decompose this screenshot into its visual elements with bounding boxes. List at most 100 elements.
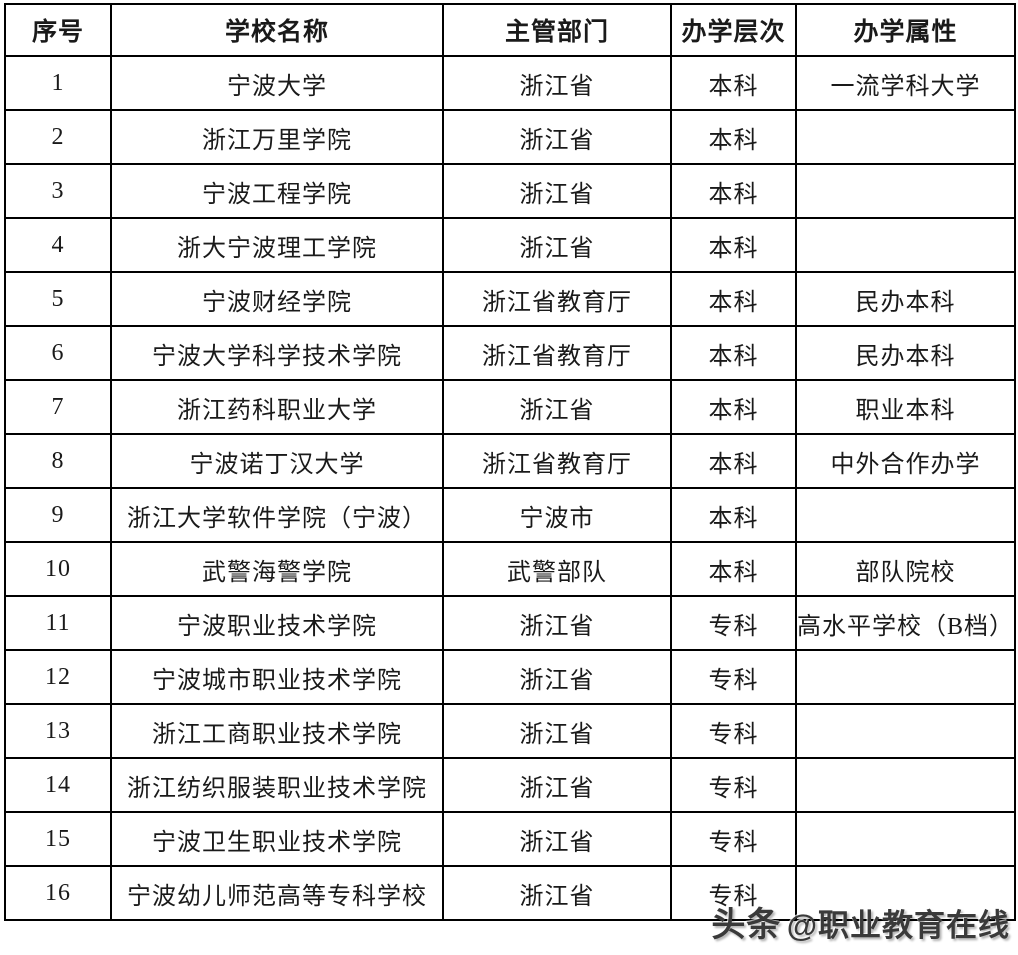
- table-row: 14 浙江纺织服装职业技术学院 浙江省 专科: [4, 757, 1016, 813]
- cell-attribute: 民办本科: [795, 325, 1016, 381]
- cell-department: 浙江省: [442, 811, 672, 867]
- cell-level: 本科: [670, 379, 797, 435]
- school-table: 序号 学校名称 主管部门 办学层次 办学属性 1 宁波大学 浙江省 本科 一流学…: [4, 3, 1016, 921]
- cell-department: 浙江省: [442, 217, 672, 273]
- cell-attribute: [795, 811, 1016, 867]
- cell-index: 8: [4, 433, 112, 489]
- cell-level: 本科: [670, 325, 797, 381]
- cell-school-name: 宁波城市职业技术学院: [110, 649, 444, 705]
- cell-attribute: [795, 703, 1016, 759]
- cell-index: 15: [4, 811, 112, 867]
- table-row: 7 浙江药科职业大学 浙江省 本科 职业本科: [4, 379, 1016, 435]
- cell-school-name: 浙江万里学院: [110, 109, 444, 165]
- cell-school-name: 宁波财经学院: [110, 271, 444, 327]
- cell-attribute: 高水平学校（B档）: [795, 595, 1016, 651]
- watermark-brand-text: 头条: [711, 906, 782, 944]
- cell-level: 专科: [670, 811, 797, 867]
- cell-index: 13: [4, 703, 112, 759]
- cell-department: 浙江省: [442, 379, 672, 435]
- cell-school-name: 宁波幼儿师范高等专科学校: [110, 865, 444, 921]
- cell-level: 专科: [670, 757, 797, 813]
- table-row: 8 宁波诺丁汉大学 浙江省教育厅 本科 中外合作办学: [4, 433, 1016, 489]
- cell-level: 专科: [670, 649, 797, 705]
- cell-attribute: 中外合作办学: [795, 433, 1016, 489]
- cell-school-name: 浙江工商职业技术学院: [110, 703, 444, 759]
- cell-attribute: [795, 109, 1016, 165]
- cell-school-name: 宁波卫生职业技术学院: [110, 811, 444, 867]
- cell-index: 14: [4, 757, 112, 813]
- cell-level: 本科: [670, 487, 797, 543]
- cell-attribute: [795, 865, 1016, 921]
- cell-index: 1: [4, 55, 112, 111]
- header-cell-index: 序号: [4, 3, 112, 57]
- cell-school-name: 浙大宁波理工学院: [110, 217, 444, 273]
- cell-school-name: 浙江大学软件学院（宁波）: [110, 487, 444, 543]
- cell-level: 专科: [670, 703, 797, 759]
- cell-school-name: 宁波职业技术学院: [110, 595, 444, 651]
- cell-school-name: 宁波大学科学技术学院: [110, 325, 444, 381]
- cell-school-name: 宁波工程学院: [110, 163, 444, 219]
- cell-attribute: [795, 217, 1016, 273]
- cell-attribute: 部队院校: [795, 541, 1016, 597]
- table-row: 3 宁波工程学院 浙江省 本科: [4, 163, 1016, 219]
- table-row: 1 宁波大学 浙江省 本科 一流学科大学: [4, 55, 1016, 111]
- cell-index: 9: [4, 487, 112, 543]
- table-row: 15 宁波卫生职业技术学院 浙江省 专科: [4, 811, 1016, 867]
- cell-level: 本科: [670, 541, 797, 597]
- header-row: 序号 学校名称 主管部门 办学层次 办学属性: [4, 3, 1016, 57]
- cell-index: 6: [4, 325, 112, 381]
- cell-index: 5: [4, 271, 112, 327]
- header-cell-attribute: 办学属性: [795, 3, 1016, 57]
- cell-attribute: [795, 649, 1016, 705]
- cell-department: 武警部队: [442, 541, 672, 597]
- table-row: 16 宁波幼儿师范高等专科学校 浙江省 专科: [4, 865, 1016, 921]
- cell-index: 7: [4, 379, 112, 435]
- cell-index: 16: [4, 865, 112, 921]
- cell-level: 本科: [670, 163, 797, 219]
- cell-attribute: 民办本科: [795, 271, 1016, 327]
- cell-level: 本科: [670, 217, 797, 273]
- cell-department: 浙江省教育厅: [442, 433, 672, 489]
- table-row: 13 浙江工商职业技术学院 浙江省 专科: [4, 703, 1016, 759]
- table-row: 10 武警海警学院 武警部队 本科 部队院校: [4, 541, 1016, 597]
- cell-department: 浙江省: [442, 757, 672, 813]
- cell-school-name: 宁波大学: [110, 55, 444, 111]
- cell-department: 浙江省教育厅: [442, 325, 672, 381]
- table-row: 11 宁波职业技术学院 浙江省 专科 高水平学校（B档）: [4, 595, 1016, 651]
- cell-department: 浙江省: [442, 865, 672, 921]
- cell-attribute: 职业本科: [795, 379, 1016, 435]
- cell-level: 本科: [670, 433, 797, 489]
- cell-index: 4: [4, 217, 112, 273]
- cell-level: 本科: [670, 271, 797, 327]
- table-row: 9 浙江大学软件学院（宁波） 宁波市 本科: [4, 487, 1016, 543]
- cell-attribute: 一流学科大学: [795, 55, 1016, 111]
- cell-attribute: [795, 487, 1016, 543]
- cell-department: 浙江省教育厅: [442, 271, 672, 327]
- cell-department: 浙江省: [442, 703, 672, 759]
- table-row: 5 宁波财经学院 浙江省教育厅 本科 民办本科: [4, 271, 1016, 327]
- cell-school-name: 浙江药科职业大学: [110, 379, 444, 435]
- table-row: 2 浙江万里学院 浙江省 本科: [4, 109, 1016, 165]
- cell-level: 本科: [670, 55, 797, 111]
- cell-index: 12: [4, 649, 112, 705]
- cell-department: 浙江省: [442, 163, 672, 219]
- watermark-account-text: @职业教育在线: [786, 908, 1010, 943]
- cell-department: 宁波市: [442, 487, 672, 543]
- cell-department: 浙江省: [442, 109, 672, 165]
- cell-school-name: 宁波诺丁汉大学: [110, 433, 444, 489]
- cell-department: 浙江省: [442, 649, 672, 705]
- header-cell-school-name: 学校名称: [110, 3, 444, 57]
- header-cell-department: 主管部门: [442, 3, 672, 57]
- header-cell-level: 办学层次: [670, 3, 797, 57]
- table-row: 6 宁波大学科学技术学院 浙江省教育厅 本科 民办本科: [4, 325, 1016, 381]
- table-row: 4 浙大宁波理工学院 浙江省 本科: [4, 217, 1016, 273]
- cell-school-name: 武警海警学院: [110, 541, 444, 597]
- cell-attribute: [795, 757, 1016, 813]
- cell-attribute: [795, 163, 1016, 219]
- cell-department: 浙江省: [442, 55, 672, 111]
- cell-index: 3: [4, 163, 112, 219]
- toutiao-watermark: 头条 @职业教育在线: [711, 897, 1010, 946]
- cell-level: 专科: [670, 595, 797, 651]
- table-row: 12 宁波城市职业技术学院 浙江省 专科: [4, 649, 1016, 705]
- cell-index: 2: [4, 109, 112, 165]
